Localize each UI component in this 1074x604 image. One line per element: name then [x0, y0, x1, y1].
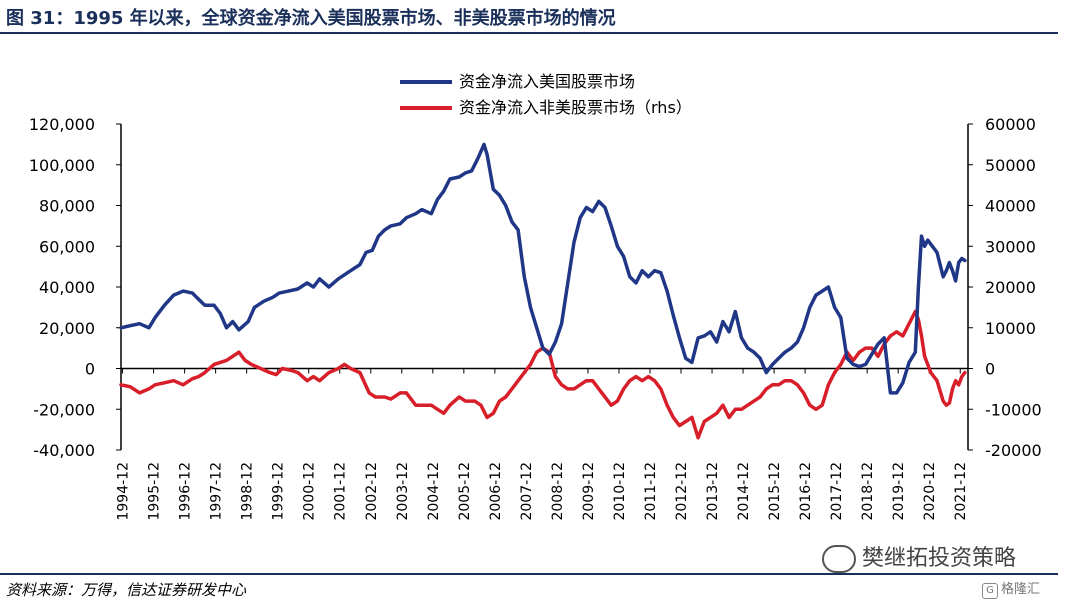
- y-left-tick-label: 100,000: [29, 156, 95, 175]
- y-left-tick-label: 120,000: [29, 115, 95, 134]
- x-tick-label: 2008-12: [550, 462, 566, 521]
- legend-label: 资金净流入非美股票市场（rhs）: [459, 98, 692, 117]
- x-tick-label: 1999-12: [271, 462, 287, 521]
- x-tick-label: 2006-12: [488, 462, 504, 520]
- x-tick-label: 2009-12: [581, 462, 597, 521]
- x-tick-label: 2018-12: [860, 462, 876, 521]
- x-tick-label: 2019-12: [891, 462, 907, 521]
- y-left-tick-label: 80,000: [39, 197, 95, 216]
- x-tick-label: 2003-12: [395, 462, 411, 521]
- x-tick-label: 2014-12: [736, 462, 752, 521]
- x-tick-label: 1994-12: [116, 462, 132, 521]
- x-tick-label: 2010-12: [612, 462, 628, 521]
- x-tick-label: 1997-12: [209, 462, 225, 521]
- bottom-divider: [0, 573, 1058, 575]
- y-left-tick-label: 20,000: [39, 319, 95, 338]
- watermark: 樊继拓投资策略: [822, 540, 1016, 573]
- x-tick-label: 1998-12: [240, 462, 256, 521]
- watermark-text: 樊继拓投资策略: [862, 546, 1017, 571]
- chart-axes: -40,000 -20,000 0 20,000 40,000 60,000 80,000 1…: [29, 115, 1042, 521]
- series-line: [119, 142, 967, 395]
- y-right-tick-label: 0: [985, 360, 995, 379]
- top-divider: [0, 32, 1058, 34]
- y-right-tick-label: 60000: [985, 115, 1036, 134]
- y-left-tick-label: 40,000: [39, 278, 95, 297]
- badge-text: 格隆汇: [1001, 582, 1041, 597]
- x-tick-label: 1996-12: [178, 462, 194, 521]
- x-tick-label: 2021-12: [953, 462, 969, 521]
- wechat-icon: [822, 545, 856, 573]
- x-tick-label: 2004-12: [426, 462, 442, 521]
- y-right-tick-label: -20000: [985, 441, 1042, 460]
- x-tick-label: 2012-12: [674, 462, 690, 521]
- series-line: [119, 309, 967, 440]
- legend-label: 资金净流入美国股票市场: [459, 72, 635, 91]
- y-right-tick-label: 10000: [985, 319, 1036, 338]
- site-badge: G 格隆汇: [982, 578, 1040, 599]
- x-tick-label: 2007-12: [519, 462, 535, 521]
- x-tick-label: 2016-12: [798, 462, 814, 521]
- y-right-tick-label: 30000: [985, 237, 1036, 256]
- x-tick-label: 2001-12: [333, 462, 349, 521]
- x-tick-label: 1995-12: [147, 462, 163, 521]
- x-tick-label: 2020-12: [922, 462, 938, 521]
- badge-logo-icon: G: [982, 583, 998, 599]
- y-left-tick-label: -20,000: [33, 400, 95, 419]
- y-left-tick-label: 60,000: [39, 237, 95, 256]
- figure-title: 图 31：1995 年以来，全球资金净流入美国股票市场、非美股票市场的情况: [6, 8, 616, 29]
- chart-series: [119, 142, 967, 440]
- x-tick-label: 2011-12: [643, 462, 659, 521]
- y-right-tick-label: 50000: [985, 156, 1036, 175]
- x-tick-label: 2000-12: [302, 462, 318, 521]
- y-left-tick-label: -40,000: [33, 441, 95, 460]
- x-tick-label: 2005-12: [457, 462, 473, 520]
- source-note: 资料来源：万得，信达证券研发中心: [6, 581, 247, 599]
- x-tick-label: 2013-12: [705, 462, 721, 521]
- y-left-tick-label: 0: [85, 360, 95, 379]
- y-right-tick-label: 20000: [985, 278, 1036, 297]
- x-tick-label: 2002-12: [364, 462, 380, 521]
- y-right-tick-label: 40000: [985, 197, 1036, 216]
- y-right-tick-label: -10000: [985, 400, 1042, 419]
- x-tick-label: 2015-12: [767, 462, 783, 521]
- x-tick-label: 2017-12: [829, 462, 845, 521]
